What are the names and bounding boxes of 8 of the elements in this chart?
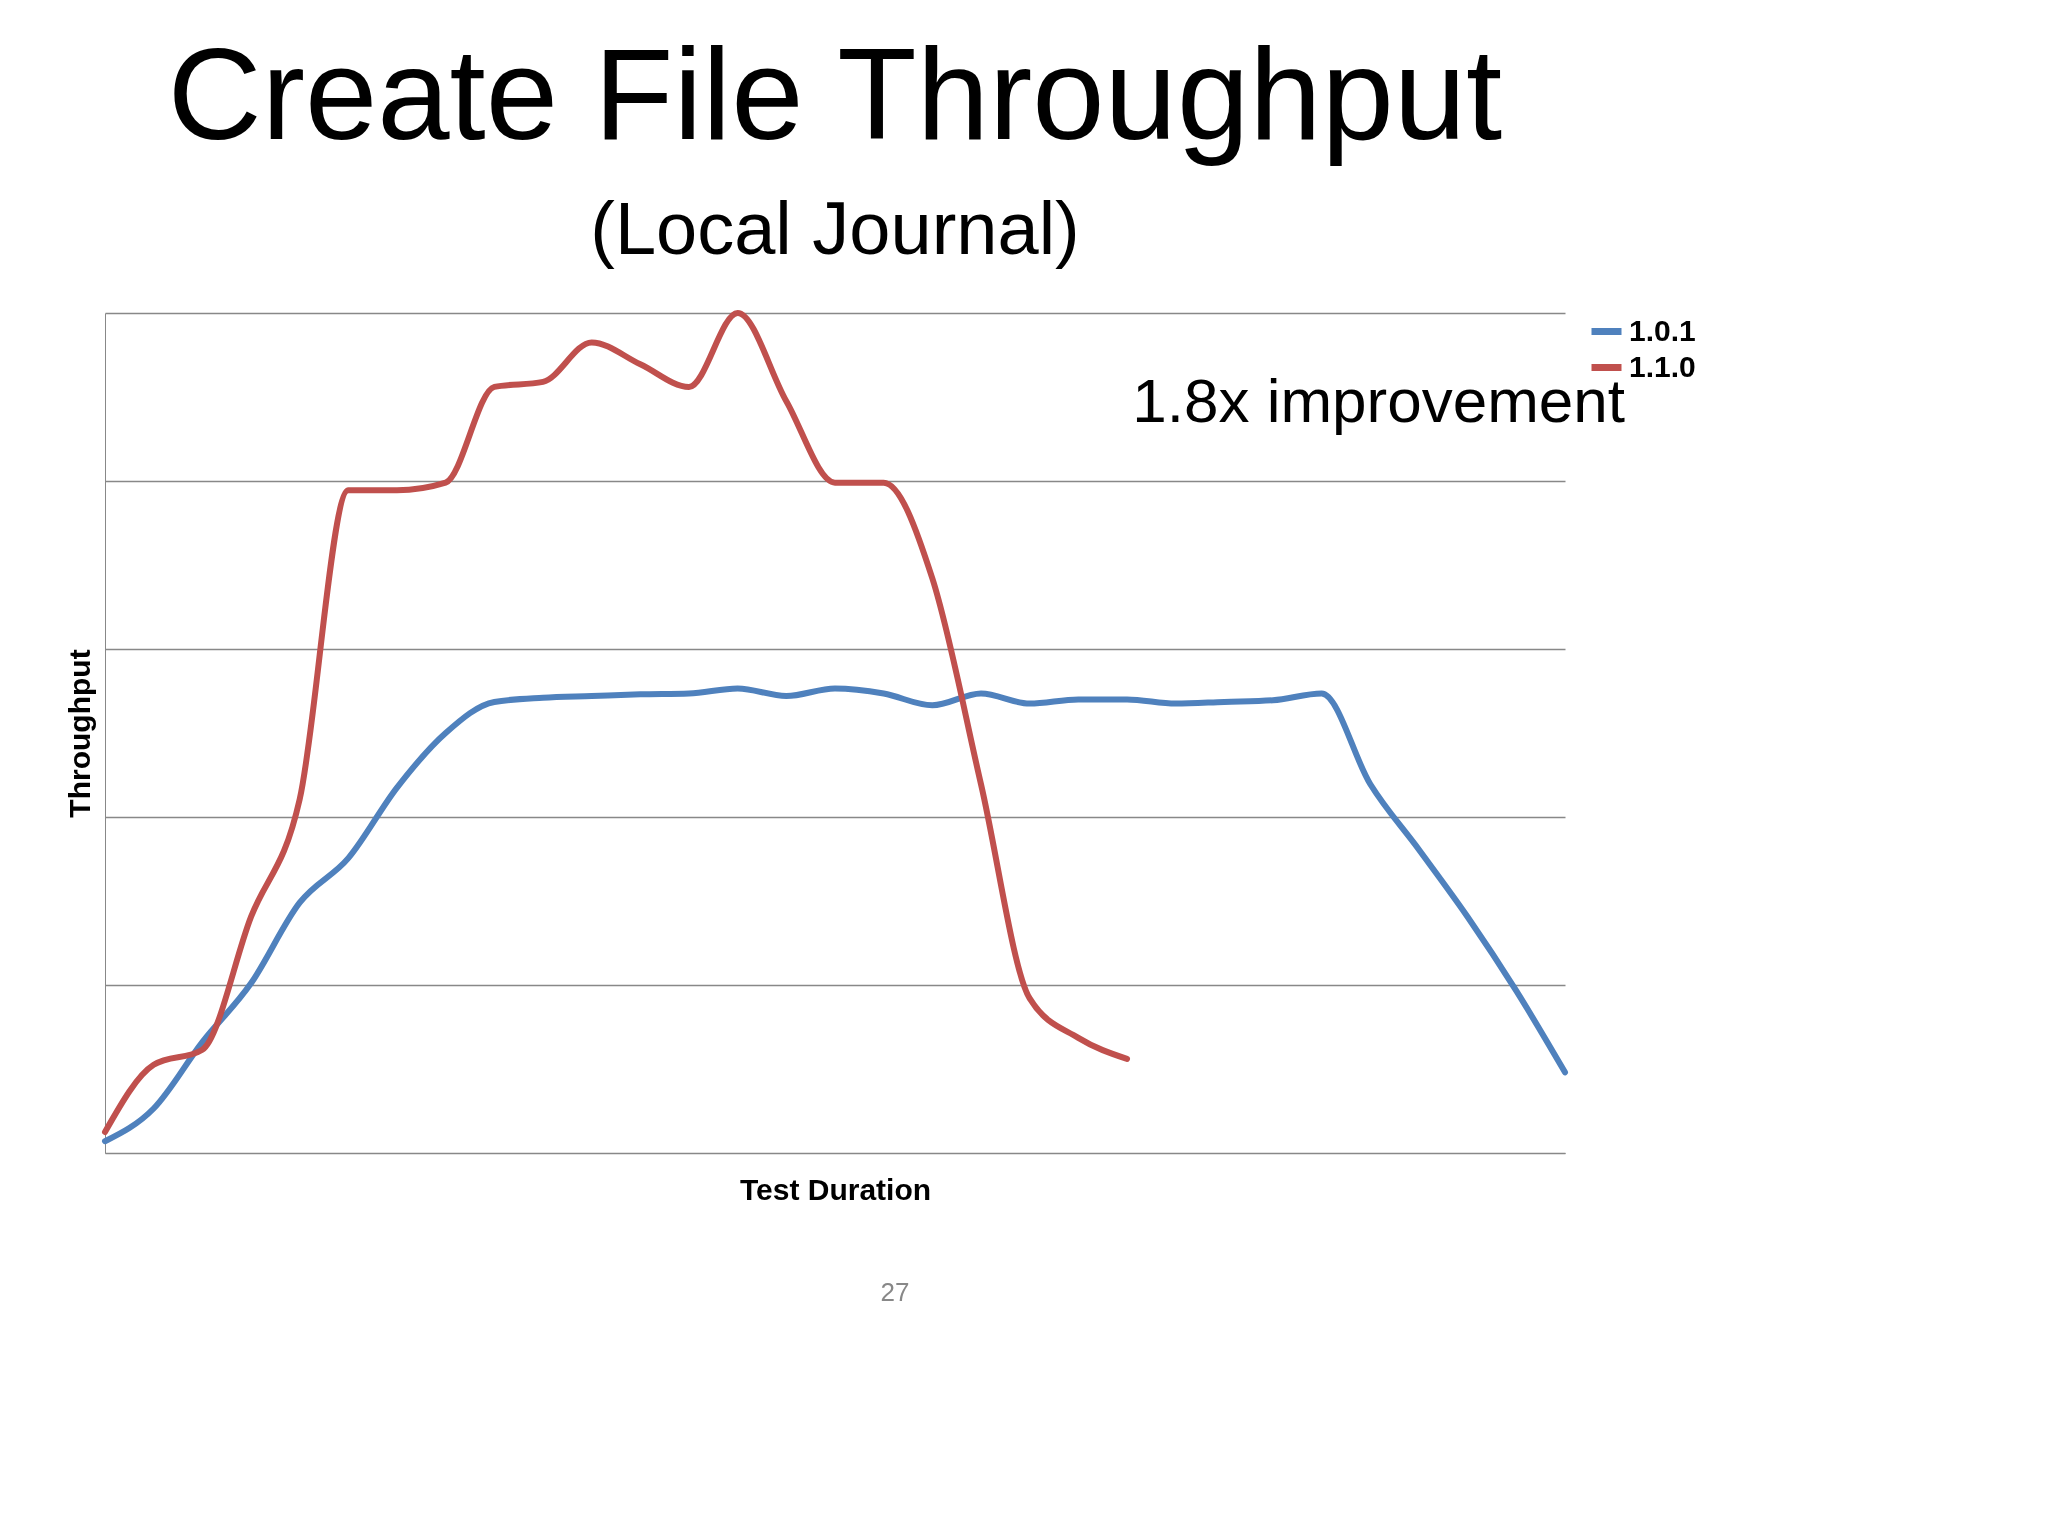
chart-subtitle: (Local Journal) [590, 187, 1080, 270]
x-axis-title: Test Duration [739, 1172, 932, 1206]
legend-label: 1.1.0 [1629, 349, 1696, 383]
chart-title: Create File Throughput [167, 21, 1503, 167]
y-axis-title: Throughput [62, 649, 96, 818]
annotation: 1.8x improvement [1132, 366, 1625, 435]
legend-label: 1.0.1 [1629, 313, 1696, 347]
text: 27 [880, 1277, 910, 1307]
